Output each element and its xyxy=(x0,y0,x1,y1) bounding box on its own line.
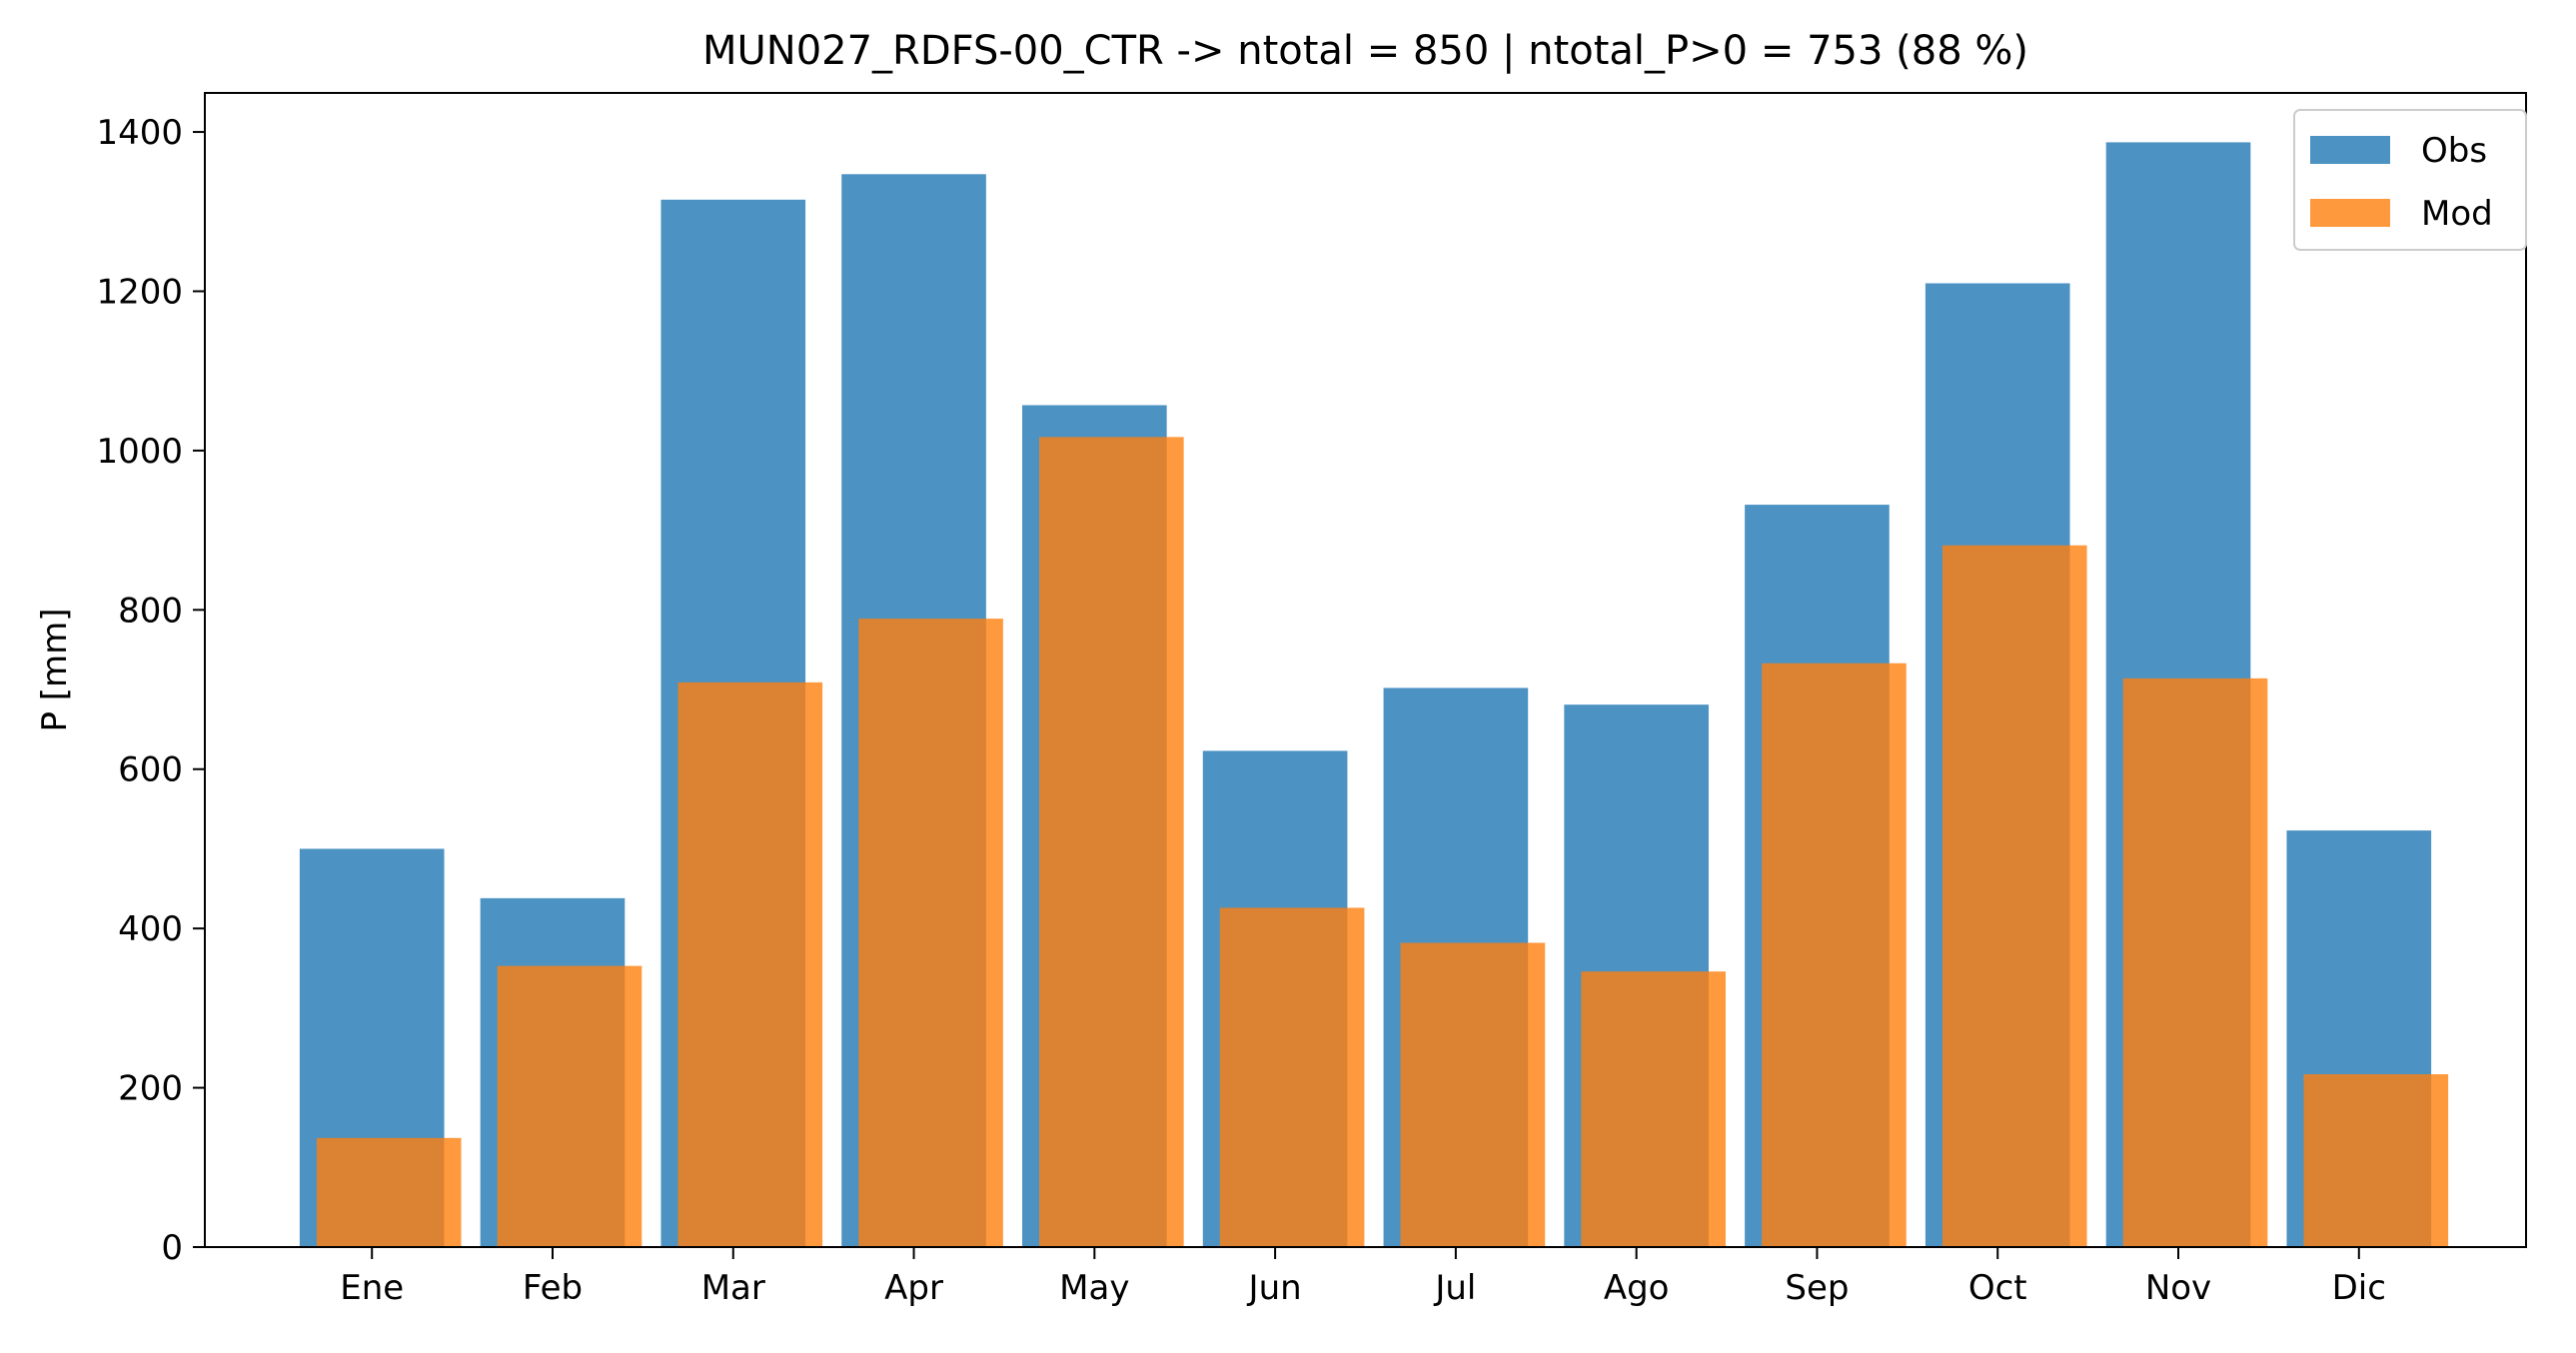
bar-mod-may xyxy=(1039,437,1184,1247)
y-tick-label: 200 xyxy=(118,1069,183,1109)
bar-mod-ene xyxy=(316,1137,462,1247)
legend-label-obs: Obs xyxy=(2421,131,2487,171)
legend: Obs Mod xyxy=(2293,109,2527,251)
x-tick-label: Nov xyxy=(2145,1268,2211,1308)
y-tick-label: 0 xyxy=(161,1228,183,1268)
x-tick-label: Ene xyxy=(340,1268,404,1308)
legend-swatch-obs xyxy=(2310,136,2390,164)
x-axis: Ene Feb Mar Apr May Jun Jul Ago Sep Oct Nov Dic xyxy=(340,1247,2386,1308)
bar-mod-dic xyxy=(2303,1074,2449,1247)
x-tick-label: Apr xyxy=(884,1268,943,1308)
x-tick-label: Mar xyxy=(701,1268,765,1308)
x-tick-label: Ago xyxy=(1604,1268,1670,1308)
y-tick-label: 600 xyxy=(118,750,183,790)
x-tick-label: Feb xyxy=(523,1268,583,1308)
y-tick-label: 400 xyxy=(118,909,183,949)
chart-title: MUN027_RDFS-00_CTR -> ntotal = 850 | nto… xyxy=(702,28,2028,74)
legend-label-mod: Mod xyxy=(2421,194,2493,234)
plot-frame xyxy=(204,92,2527,1248)
x-tick-label: Oct xyxy=(1968,1268,2027,1308)
bar-mod-jul xyxy=(1400,942,1546,1247)
y-tick-label: 1200 xyxy=(96,272,183,312)
bar-mod-oct xyxy=(1941,545,2087,1247)
y-tick-label: 800 xyxy=(118,591,183,631)
y-tick-label: 1000 xyxy=(96,432,183,472)
legend-swatch-mod xyxy=(2310,199,2390,227)
bar-mod-jun xyxy=(1219,907,1365,1247)
bar-mod-ago xyxy=(1581,971,1726,1247)
x-tick-label: Sep xyxy=(1785,1268,1849,1308)
bar-mod-mar xyxy=(677,681,823,1247)
x-tick-label: May xyxy=(1059,1268,1129,1308)
bars-layer xyxy=(299,142,2449,1248)
bar-mod-nov xyxy=(2122,677,2268,1247)
bar-mod-apr xyxy=(858,619,1003,1247)
y-tick-label: 1400 xyxy=(96,113,183,153)
x-tick-label: Jul xyxy=(1433,1268,1476,1308)
x-tick-label: Jun xyxy=(1247,1268,1302,1308)
y-axis-label: P [mm] xyxy=(35,608,75,731)
bar-mod-sep xyxy=(1762,663,1907,1247)
bar-mod-feb xyxy=(497,965,643,1247)
y-axis: 0 200 400 600 800 1000 1200 1400 xyxy=(96,113,205,1268)
x-tick-label: Dic xyxy=(2332,1268,2386,1308)
